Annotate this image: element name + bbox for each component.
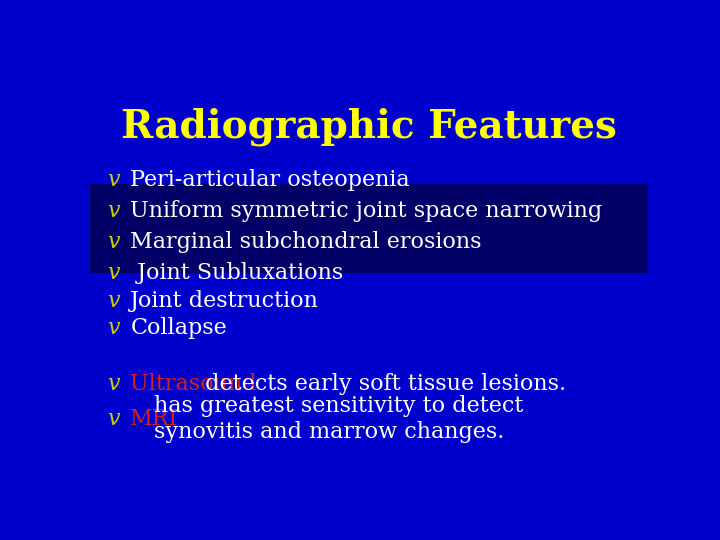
- Text: Uniform symmetric joint space narrowing: Uniform symmetric joint space narrowing: [130, 200, 603, 222]
- Text: v: v: [107, 373, 120, 395]
- Text: v: v: [107, 317, 120, 339]
- Text: v: v: [107, 262, 120, 284]
- Text: Marginal subchondral erosions: Marginal subchondral erosions: [130, 231, 482, 253]
- Text: MRI: MRI: [130, 408, 179, 430]
- Text: v: v: [107, 408, 120, 430]
- Text: Peri-articular osteopenia: Peri-articular osteopenia: [130, 170, 410, 191]
- Bar: [90, 184, 648, 273]
- Text: Ultrasound: Ultrasound: [130, 373, 257, 395]
- Text: Radiographic Features: Radiographic Features: [121, 107, 617, 146]
- Text: has greatest sensitivity to detect
synovitis and marrow changes.: has greatest sensitivity to detect synov…: [153, 395, 523, 443]
- Text: v: v: [107, 200, 120, 222]
- Text: Joint destruction: Joint destruction: [130, 290, 319, 312]
- Text: Collapse: Collapse: [130, 317, 227, 339]
- Text: v: v: [107, 290, 120, 312]
- Text: v: v: [107, 170, 120, 191]
- Text: detects early soft tissue lesions.: detects early soft tissue lesions.: [199, 373, 567, 395]
- Text: v: v: [107, 231, 120, 253]
- Text: Joint Subluxations: Joint Subluxations: [130, 262, 343, 284]
